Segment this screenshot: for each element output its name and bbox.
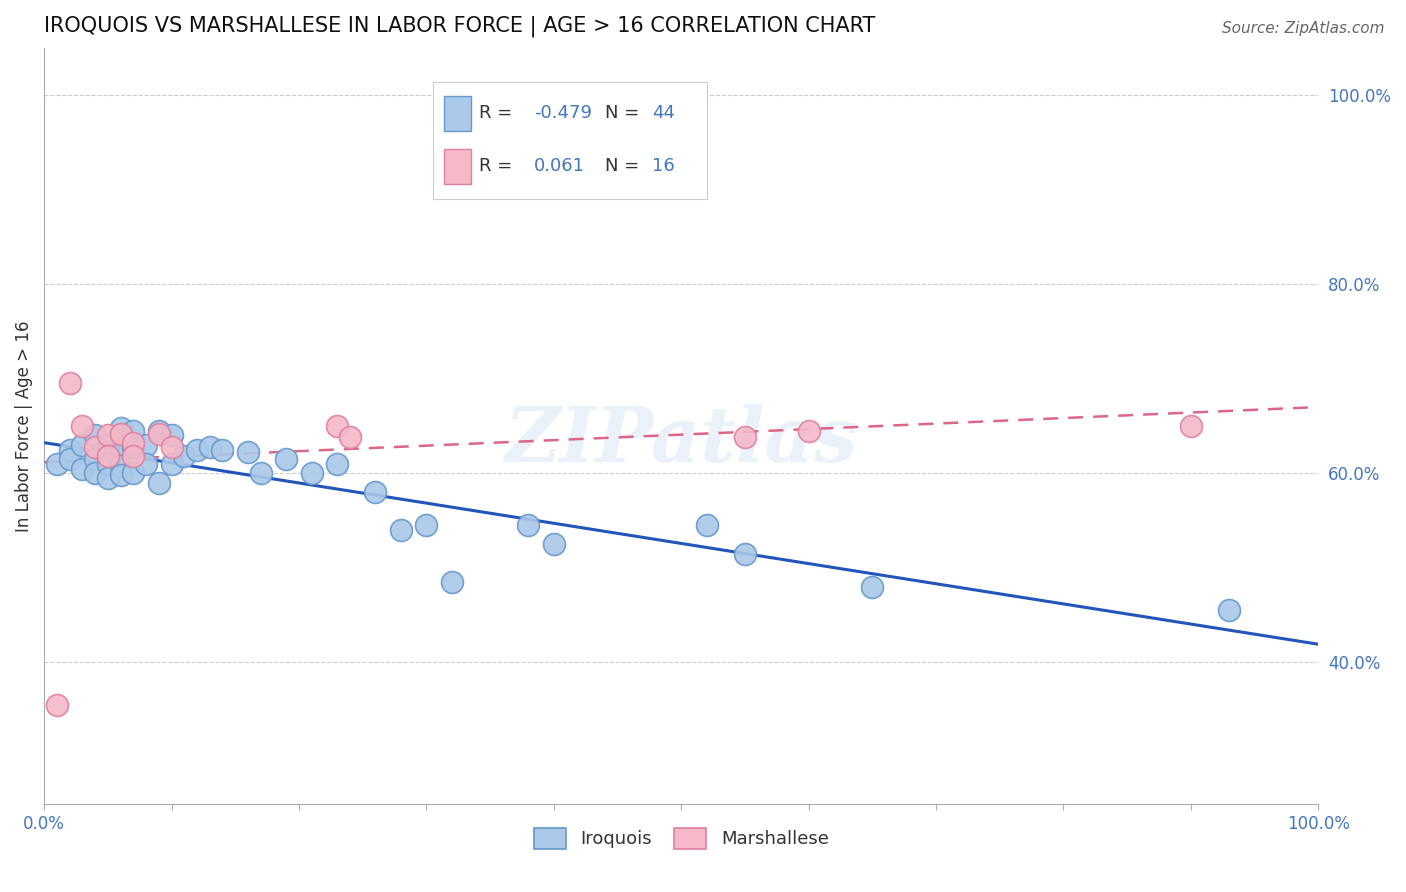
Point (276, 452, 298, 467)
Point (517, 518, 540, 533)
Point (364, 485, 387, 500)
Point (148, 424, 170, 438)
Point (122, 424, 145, 438)
Point (58, 376, 80, 391)
Point (160, 440, 183, 454)
Point (860, 580, 883, 594)
Point (160, 457, 183, 471)
Point (734, 547, 756, 561)
Point (72, 419, 94, 434)
Point (186, 442, 208, 457)
Point (326, 457, 349, 471)
Point (389, 523, 412, 537)
Point (148, 426, 170, 441)
Point (58, 452, 80, 467)
Point (440, 575, 463, 590)
Point (326, 419, 349, 434)
Point (84, 440, 107, 454)
Point (110, 426, 132, 441)
Point (415, 518, 437, 533)
Point (249, 467, 271, 481)
Point (122, 450, 145, 464)
Point (97, 438, 120, 452)
Point (97, 457, 120, 471)
Point (84, 467, 107, 481)
Point (1180, 419, 1202, 434)
Point (339, 430, 361, 444)
Point (543, 537, 565, 551)
Point (84, 452, 107, 467)
Point (110, 421, 132, 435)
Point (97, 447, 120, 461)
Point (122, 440, 145, 454)
Point (198, 440, 221, 454)
Point (696, 518, 718, 533)
Point (160, 428, 183, 442)
Point (135, 457, 157, 471)
Point (97, 471, 120, 485)
Point (45, 457, 67, 471)
Point (58, 442, 80, 457)
Text: IROQUOIS VS MARSHALLESE IN LABOR FORCE | AGE > 16 CORRELATION CHART: IROQUOIS VS MARSHALLESE IN LABOR FORCE |… (44, 15, 876, 37)
Point (110, 440, 132, 454)
Point (97, 428, 120, 442)
Legend: Iroquois, Marshallese: Iroquois, Marshallese (526, 821, 837, 855)
Point (211, 442, 233, 457)
Point (236, 445, 259, 459)
Point (110, 468, 132, 483)
Point (1218, 603, 1240, 617)
Point (110, 458, 132, 473)
Point (72, 438, 94, 452)
Point (84, 428, 107, 442)
Point (797, 424, 820, 438)
Text: ZIPatlas: ZIPatlas (505, 404, 858, 478)
Point (301, 467, 323, 481)
Point (173, 450, 195, 464)
Point (122, 436, 145, 450)
Point (148, 475, 170, 490)
Point (122, 467, 145, 481)
Point (135, 438, 157, 452)
Y-axis label: In Labor Force | Age > 16: In Labor Force | Age > 16 (15, 320, 32, 532)
Point (97, 450, 120, 464)
Point (45, 698, 67, 712)
Point (72, 461, 94, 475)
Text: Source: ZipAtlas.com: Source: ZipAtlas.com (1222, 21, 1385, 36)
Point (734, 430, 756, 444)
